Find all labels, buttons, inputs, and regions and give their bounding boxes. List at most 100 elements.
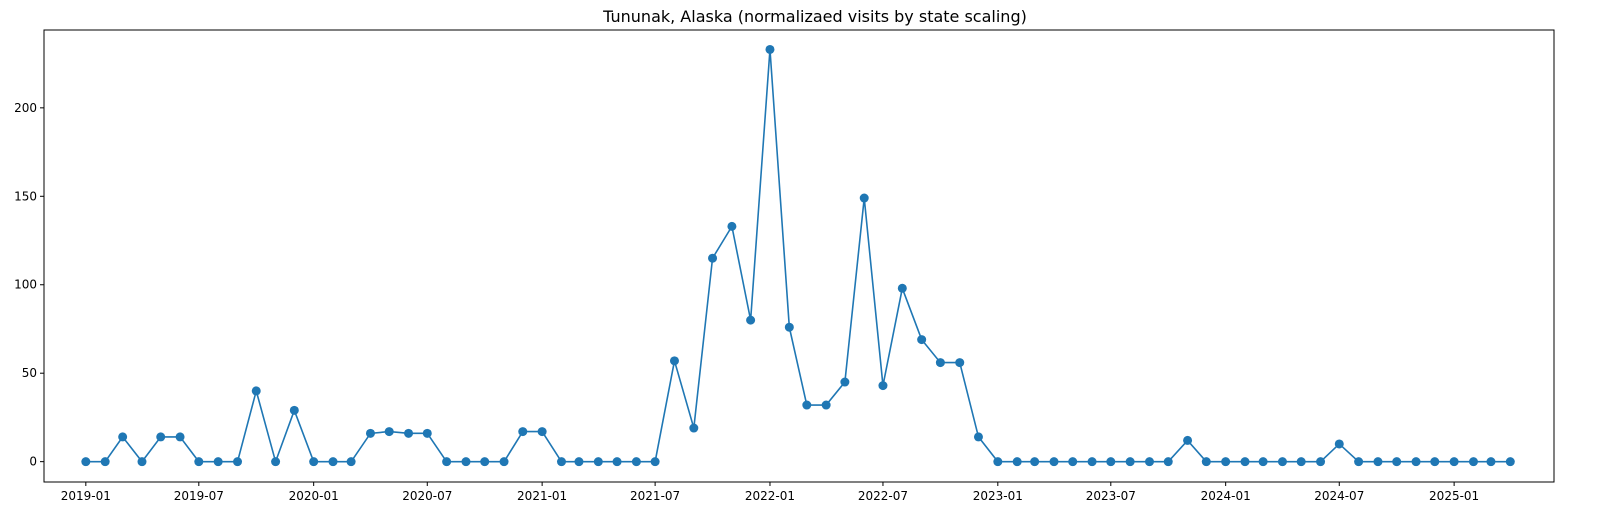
y-tick-label: 150 <box>14 189 37 203</box>
data-point <box>289 405 299 415</box>
y-tick-label: 100 <box>14 278 37 292</box>
data-point <box>1221 457 1231 467</box>
plot-area-frame <box>43 29 1555 483</box>
data-point <box>365 428 375 438</box>
y-axis: 0 50 100 150 200 <box>14 101 44 469</box>
data-point <box>574 457 584 467</box>
data-point <box>917 335 927 345</box>
data-point <box>593 457 603 467</box>
data-point <box>1430 457 1440 467</box>
data-point <box>955 358 965 368</box>
x-tick-label: 2020-01 <box>289 489 339 503</box>
data-point <box>1125 457 1135 467</box>
data-point <box>442 457 452 467</box>
data-point <box>194 457 204 467</box>
data-point <box>689 423 699 433</box>
data-point <box>556 457 566 467</box>
data-point <box>1145 457 1154 467</box>
data-point <box>973 432 983 442</box>
data-point <box>631 457 641 467</box>
data-point <box>1201 457 1211 467</box>
x-tick-label: 2022-07 <box>858 489 908 503</box>
data-point <box>859 193 869 203</box>
data-point <box>518 427 528 437</box>
x-tick-label: 2019-01 <box>61 489 111 503</box>
data-point <box>612 457 622 467</box>
data-point <box>1049 457 1059 467</box>
data-point <box>1354 457 1364 467</box>
data-point <box>821 400 831 410</box>
data-point <box>346 457 356 467</box>
data-point <box>1505 457 1515 467</box>
data-point <box>118 432 128 442</box>
data-point <box>537 427 547 437</box>
data-point <box>1106 457 1116 467</box>
data-point <box>1296 457 1306 467</box>
chart-title: Tununak, Alaska (normalizaed visits by s… <box>602 7 1027 26</box>
data-point <box>271 457 281 467</box>
data-point <box>1087 457 1097 467</box>
data-point <box>1277 457 1287 467</box>
x-axis: 2019-01 2019-07 2020-01 2020-07 2021-01 2021-… <box>61 482 1479 503</box>
data-point <box>499 457 509 467</box>
data-point <box>156 432 166 442</box>
data-point <box>993 457 1003 467</box>
data-point <box>175 432 185 442</box>
data-point <box>1240 457 1250 467</box>
data-point <box>708 253 718 263</box>
data-point <box>384 427 394 437</box>
data-point <box>213 457 223 467</box>
data-point <box>840 377 850 387</box>
data-point <box>1411 457 1421 467</box>
data-point <box>727 221 737 231</box>
data-point <box>1316 457 1326 467</box>
data-point <box>422 428 432 438</box>
series-points <box>81 44 1515 467</box>
data-point <box>784 322 794 332</box>
data-point <box>802 400 812 410</box>
x-tick-label: 2019-07 <box>174 489 224 503</box>
data-point <box>1392 457 1402 467</box>
data-point <box>100 457 110 467</box>
data-point <box>461 457 471 467</box>
x-tick-label: 2023-07 <box>1086 489 1136 503</box>
x-tick-label: 2024-07 <box>1314 489 1364 503</box>
data-point <box>309 457 319 467</box>
data-point <box>650 457 660 467</box>
data-point <box>81 457 91 467</box>
data-point <box>137 457 147 467</box>
data-point <box>1183 435 1193 445</box>
y-tick-label: 50 <box>22 366 37 380</box>
x-tick-label: 2020-07 <box>402 489 452 503</box>
data-point <box>1373 457 1383 467</box>
y-tick-label: 0 <box>29 455 37 469</box>
x-tick-label: 2023-01 <box>973 489 1023 503</box>
x-tick-label: 2024-01 <box>1201 489 1251 503</box>
data-point <box>765 44 775 54</box>
series-line <box>85 49 1511 465</box>
x-tick-label: 2022-01 <box>745 489 795 503</box>
data-point <box>897 283 907 293</box>
data-point <box>480 457 490 467</box>
data-point <box>404 428 414 438</box>
data-point <box>669 356 679 366</box>
x-tick-label: 2021-07 <box>630 489 680 503</box>
data-point <box>1334 439 1344 449</box>
data-point <box>251 386 261 396</box>
x-tick-label: 2025-01 <box>1429 489 1479 503</box>
data-point <box>1486 457 1496 467</box>
data-point <box>746 315 756 325</box>
data-point <box>1068 457 1078 467</box>
data-point <box>935 358 945 368</box>
y-tick-label: 200 <box>14 101 37 115</box>
data-point <box>1449 457 1459 467</box>
data-point <box>328 457 338 467</box>
x-tick-label: 2021-01 <box>517 489 567 503</box>
data-point <box>1030 457 1040 467</box>
data-point <box>878 381 888 391</box>
data-point <box>1163 457 1173 467</box>
data-point <box>1468 457 1478 467</box>
data-point <box>233 457 243 467</box>
